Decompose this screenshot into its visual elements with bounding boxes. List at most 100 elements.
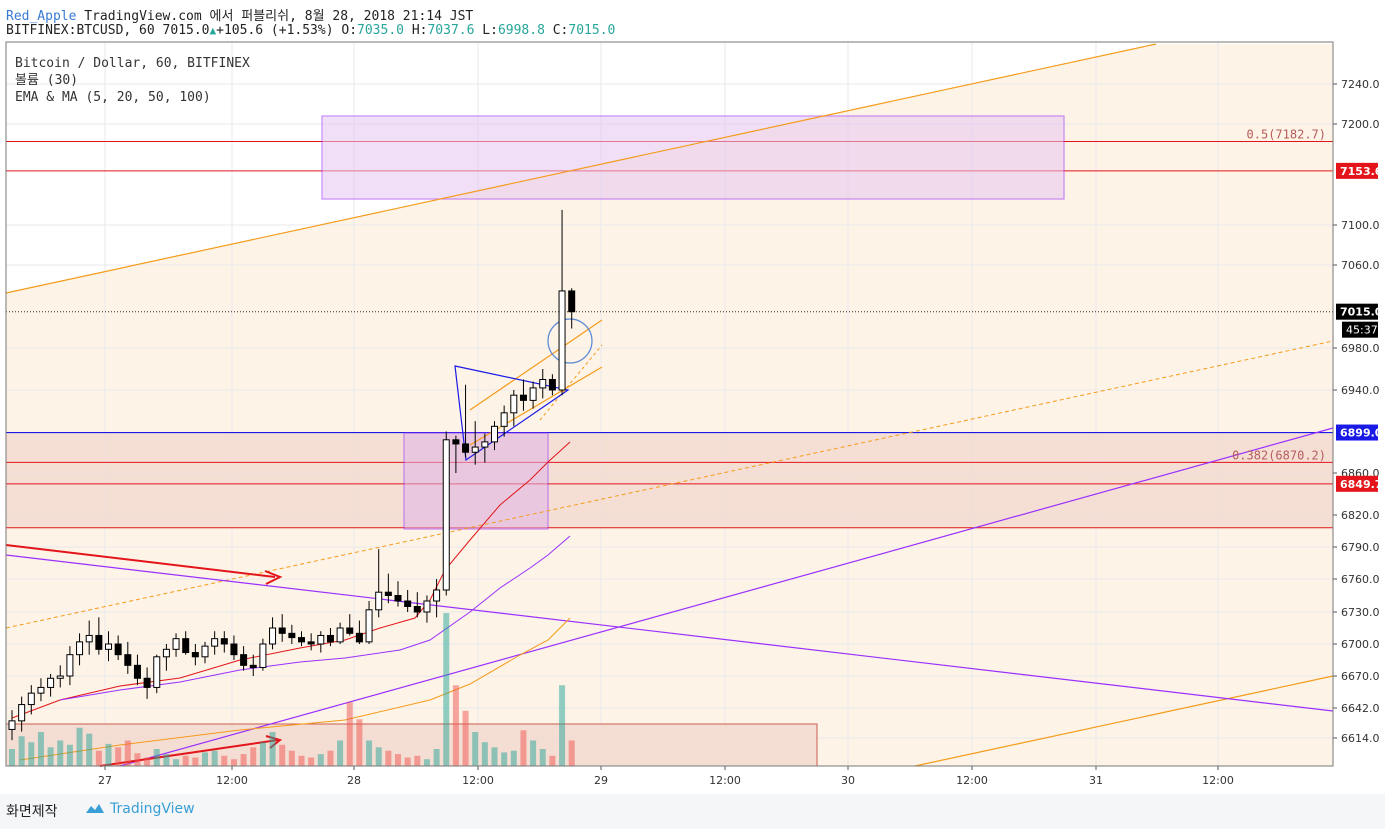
- candle-body-58: [568, 290, 576, 313]
- candle-body-14: [143, 677, 151, 688]
- candle-body-51: [500, 412, 508, 427]
- time-tick-label-3: 12:00: [462, 774, 494, 787]
- support-zone: [6, 432, 1333, 528]
- volume-bar-0: [9, 749, 15, 766]
- volume-bar-29: [288, 750, 295, 766]
- mini-channel-mid: [539, 344, 603, 421]
- time-tick-label-0: 27: [98, 774, 112, 787]
- candle-body-53: [519, 394, 527, 401]
- candle-body-8: [85, 634, 93, 643]
- chart-canvas[interactable]: 0.5(7182.7) 0.382(6870.2) 7240.0 7200.0 7100…: [0, 0, 1385, 794]
- candle-body-31: [307, 641, 315, 645]
- volume-bar-47: [462, 710, 469, 766]
- time-tick-label-9: 12:00: [1202, 774, 1234, 787]
- price-tick-label-12: 6670.0: [1341, 670, 1380, 683]
- author-name[interactable]: Red_Apple: [6, 9, 77, 24]
- tradingview-label: TradingView: [110, 801, 195, 817]
- mini-channel-top: [469, 319, 603, 411]
- volume-bar-15: [153, 749, 160, 766]
- candle-body-47: [462, 443, 470, 453]
- ohlc-header: BITFINEX:BTCUSD, 60 7015.0▲+105.6 (+1.53…: [6, 23, 615, 38]
- candle-body-16: [162, 648, 170, 658]
- volume-bar-17: [173, 759, 180, 766]
- highlight-circle: [547, 318, 593, 364]
- volume-bar-48: [472, 732, 479, 766]
- candle-body-28: [278, 627, 286, 634]
- volume-bar-52: [510, 750, 517, 766]
- price-badge-label-1: 7015.0: [1340, 306, 1383, 319]
- candle-body-13: [133, 664, 141, 679]
- price-badge-label-3: 6849.7: [1340, 478, 1382, 491]
- fib-label-0: 0.5(7182.7): [1247, 127, 1326, 141]
- candle-body-20: [201, 645, 209, 658]
- candle-body-36: [355, 632, 363, 643]
- close-label: C:: [552, 23, 569, 38]
- candle-body-25: [249, 664, 257, 668]
- chart-legend: Bitcoin / Dollar, 60, BITFINEX 볼륨 (30) EMA…: [15, 55, 250, 106]
- candle-body-56: [548, 379, 556, 391]
- candle-body-39: [384, 591, 392, 597]
- volume-bar-32: [317, 754, 324, 766]
- triangle-pattern: [454, 365, 570, 462]
- last-price: 7015.0: [162, 23, 210, 38]
- candle-body-15: [153, 656, 161, 688]
- legend-ema[interactable]: EMA & MA (5, 20, 50, 100): [15, 90, 211, 105]
- up-arrow-icon: ▲: [209, 24, 217, 37]
- volume-bar-36: [356, 719, 363, 766]
- target-zone-box: [321, 115, 1065, 200]
- candle-body-7: [76, 641, 84, 656]
- candle-body-23: [230, 643, 238, 656]
- price-tick-label-13: 6642.0: [1341, 702, 1380, 715]
- open-value: 7035.0: [357, 23, 404, 38]
- volume-bar-1: [18, 736, 25, 766]
- open-label: O:: [341, 23, 358, 38]
- candle-body-41: [404, 600, 412, 607]
- volume-bar-49: [481, 742, 488, 766]
- candle-body-30: [298, 637, 305, 643]
- channel-bottom-line: [914, 675, 1334, 767]
- candle-body-9: [95, 634, 103, 650]
- volume-bar-12: [124, 740, 131, 766]
- candle-body-21: [211, 638, 219, 647]
- countdown-badge: [1342, 321, 1378, 338]
- candle-body-52: [510, 394, 518, 414]
- volume-bar-38: [375, 747, 382, 766]
- candle-body-18: [182, 638, 190, 654]
- time-tick-label-2: 28: [347, 774, 361, 787]
- tradingview-brand[interactable]: TradingView: [84, 801, 195, 817]
- legend-title[interactable]: Bitcoin / Dollar, 60, BITFINEX: [15, 56, 250, 71]
- time-tick-label-4: 29: [594, 774, 608, 787]
- volume-bar-42: [414, 755, 421, 766]
- volume-bar-34: [337, 740, 344, 766]
- price-badge-label-2: 6899.0: [1340, 427, 1383, 440]
- fib-label-1: 0.382(6870.2): [1232, 448, 1326, 462]
- volume-bar-26: [259, 742, 266, 766]
- candle-body-42: [413, 606, 421, 613]
- candle-body-22: [220, 638, 228, 645]
- volume-bar-3: [37, 732, 44, 766]
- volume-bar-20: [202, 752, 208, 766]
- candle-body-11: [114, 643, 122, 656]
- price-tick-label-9: 6760.0: [1341, 573, 1380, 586]
- price-tick-label-0: 7240.0: [1341, 78, 1380, 91]
- candle-body-35: [346, 627, 354, 634]
- low-label: L:: [482, 23, 498, 38]
- volume-bar-56: [549, 755, 556, 766]
- volume-bar-58: [568, 740, 575, 766]
- price-tick-label-8: 6790.0: [1341, 541, 1380, 554]
- candle-body-54: [529, 387, 537, 401]
- volume-bar-24: [240, 754, 247, 766]
- volume-bar-39: [385, 750, 392, 766]
- price-tick-label-11: 6700.0: [1341, 638, 1380, 651]
- price-tick-label-5: 6940.0: [1341, 384, 1380, 397]
- volume-bar-28: [279, 744, 286, 766]
- time-tick-label-8: 31: [1089, 774, 1103, 787]
- close-value: 7015.0: [568, 23, 616, 38]
- red-arrow-down-head: [264, 570, 283, 585]
- legend-volume[interactable]: 볼륨 (30): [15, 73, 79, 88]
- candle-body-19: [191, 652, 199, 658]
- candle-body-2: [27, 692, 35, 706]
- channel-top-line: [5, 43, 1157, 294]
- candle-body-44: [433, 589, 441, 602]
- volume-bar-41: [404, 757, 411, 766]
